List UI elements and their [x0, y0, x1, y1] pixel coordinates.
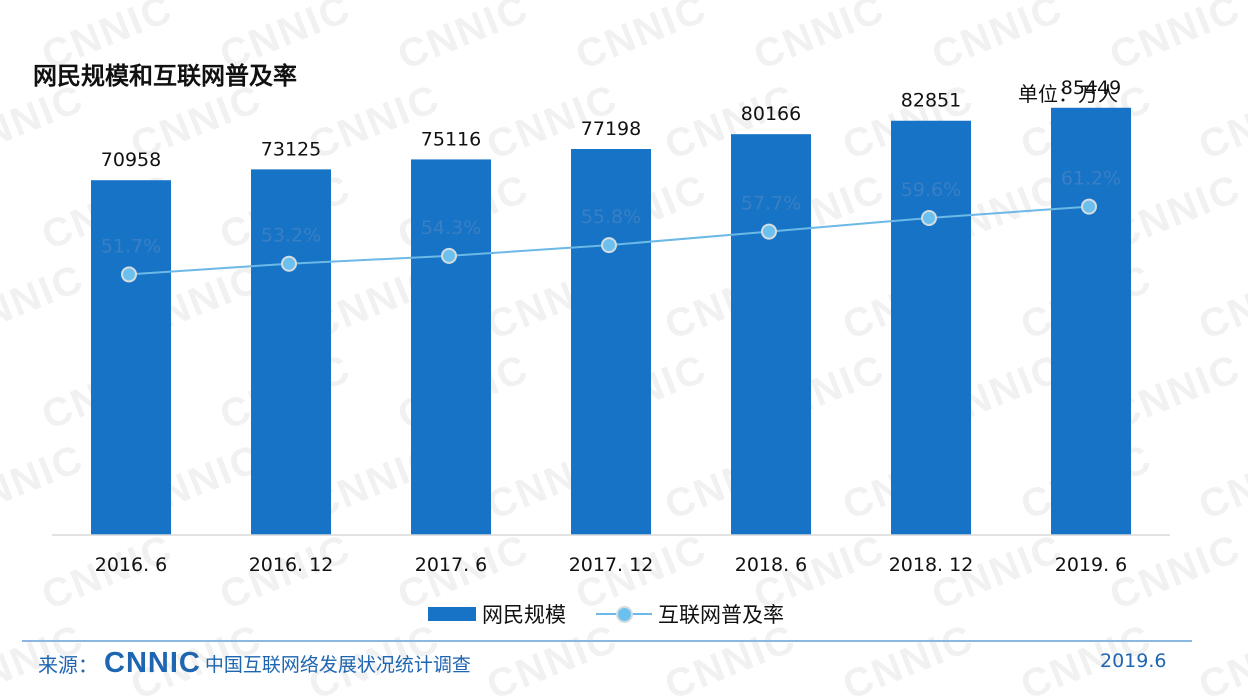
rate-line-layer: 51.7% 53.2% 54.3% 55.8% 57.7% 59.6% 61.2%	[101, 168, 1121, 283]
bar-value-label: 70958	[101, 149, 161, 171]
bar-value-label: 80166	[741, 103, 801, 125]
rate-value-label: 61.2%	[1061, 168, 1121, 190]
x-tick-label: 2018. 6	[735, 554, 808, 576]
footer-date: 2019.6	[1100, 650, 1167, 672]
watermark-logo: CNNIC	[1193, 616, 1248, 700]
x-tick-label: 2016. 12	[249, 554, 334, 576]
unit-label: 单位：万人	[1018, 82, 1118, 106]
bar-value-label: 82851	[901, 90, 961, 112]
rate-value-label: 57.7%	[741, 193, 801, 215]
legend-label-netizens: 网民规模	[482, 603, 566, 627]
rate-point-6	[1081, 198, 1097, 215]
footer-organization: 中国互联网络发展状况统计调查	[204, 653, 471, 676]
rate-point-3	[601, 237, 617, 254]
rate-point-2	[441, 247, 457, 264]
bars-layer	[91, 107, 1131, 536]
x-tick-label: 2017. 12	[569, 554, 654, 576]
bar-0	[91, 180, 171, 535]
chart-area: 70958 73125 75116 77198 80166 82851 85449 51.7…	[52, 77, 1170, 576]
legend: 网民规模 互联网普及率	[428, 600, 814, 628]
rate-point-5	[921, 210, 937, 226]
bar-4	[731, 134, 811, 536]
bar-value-label: 77198	[581, 118, 641, 140]
watermark-logo: CNNIC	[837, 616, 980, 700]
rate-value-label: 55.8%	[581, 206, 641, 228]
bar-6	[1051, 107, 1131, 535]
legend-item-penetration: 互联网普及率	[596, 599, 784, 629]
bar-value-label: 73125	[261, 138, 321, 160]
rate-point-1	[281, 255, 297, 272]
x-tick-label: 2018. 12	[889, 554, 974, 576]
rate-point-0	[121, 266, 137, 283]
footer-source: 来源： CNNIC 中国互联网络发展状况统计调查	[38, 646, 471, 679]
chart-title: 网民规模和互联网普及率	[33, 61, 297, 90]
footer-source-label: 来源：	[38, 652, 98, 677]
legend-bar-swatch	[428, 607, 476, 621]
x-tick-label: 2019. 6	[1055, 554, 1128, 576]
legend-label-penetration: 互联网普及率	[658, 603, 784, 627]
bar-3	[571, 149, 651, 535]
footer-divider	[22, 640, 1192, 642]
bar-5	[891, 120, 971, 536]
x-tick-labels: 2016. 6 2016. 12 2017. 6 2017. 12 2018. 6 201…	[95, 554, 1128, 576]
legend-item-netizens: 网民规模	[428, 599, 566, 629]
bar-labels-layer: 70958 73125 75116 77198 80166 82851 85449	[101, 77, 1121, 171]
bar-1	[251, 169, 331, 535]
cnnic-logo: CNNIC	[104, 646, 201, 679]
x-tick-label: 2017. 6	[415, 554, 488, 576]
rate-value-label: 59.6%	[901, 179, 961, 201]
rate-point-4	[761, 223, 777, 240]
bar-value-label: 85449	[1061, 77, 1121, 99]
rate-value-label: 54.3%	[421, 217, 481, 239]
rate-value-label: 51.7%	[101, 235, 161, 257]
x-tick-label: 2016. 6	[95, 554, 168, 576]
bar-2	[411, 159, 491, 536]
bar-value-label: 75116	[421, 128, 481, 150]
legend-line-swatch	[596, 605, 652, 623]
rate-value-label: 53.2%	[261, 225, 321, 247]
